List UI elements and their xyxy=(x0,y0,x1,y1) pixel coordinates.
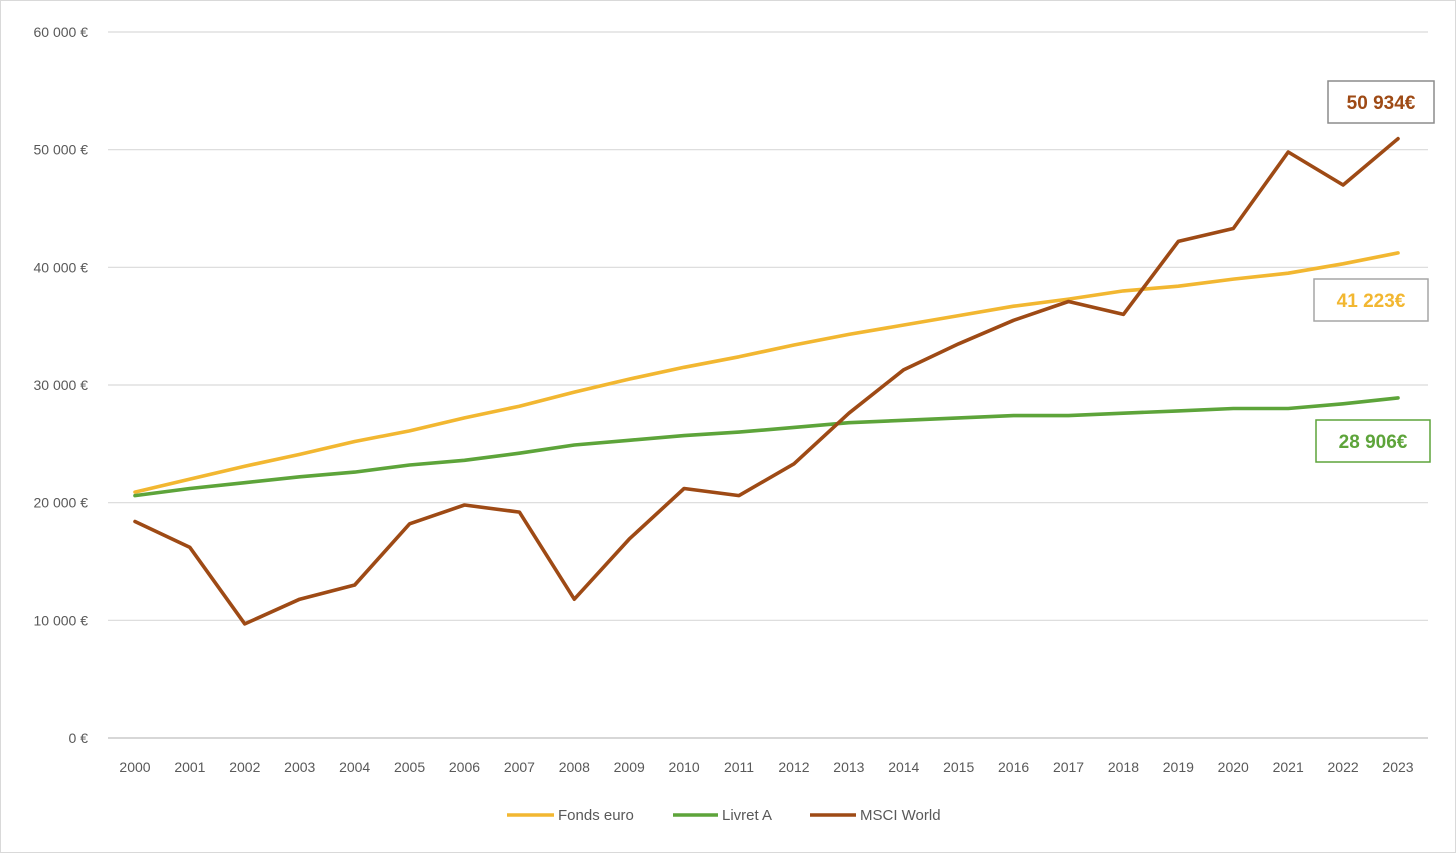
callout-box-livret-a xyxy=(1315,419,1431,463)
y-tick-label: 50 000 € xyxy=(34,142,89,158)
callout-label-livret-a: 28 906€ xyxy=(1339,432,1408,453)
series-lines xyxy=(133,136,1400,626)
x-tick-label: 2017 xyxy=(1053,759,1084,775)
x-tick-label: 2019 xyxy=(1163,759,1194,775)
x-tick-label: 2013 xyxy=(833,759,864,775)
callout-box-msci-world xyxy=(1327,80,1435,124)
x-tick-label: 2014 xyxy=(888,759,919,775)
x-tick-label: 2005 xyxy=(394,759,425,775)
x-tick-label: 2011 xyxy=(724,759,754,775)
x-tick-label: 2006 xyxy=(449,759,480,775)
y-tick-label: 40 000 € xyxy=(34,259,89,275)
x-tick-label: 2001 xyxy=(174,759,205,775)
callout-label-msci-world: 50 934€ xyxy=(1347,93,1416,114)
series-line-fonds-euro xyxy=(133,251,1400,494)
callout-label-fonds-euro: 41 223€ xyxy=(1337,291,1406,312)
x-tick-label: 2004 xyxy=(339,759,370,775)
x-tick-label: 2009 xyxy=(614,759,645,775)
x-tick-label: 2002 xyxy=(229,759,260,775)
x-tick-label: 2023 xyxy=(1382,759,1413,775)
x-tick-label: 2000 xyxy=(119,759,150,775)
legend-label-livret-a: Livret A xyxy=(722,807,772,824)
data-callouts: 50 934€ 41 223€ 28 906€ xyxy=(1313,80,1435,463)
gridlines xyxy=(108,31,1428,739)
y-tick-label: 20 000 € xyxy=(34,495,89,511)
x-tick-label: 2007 xyxy=(504,759,535,775)
legend: Fonds euro Livret A MSCI World xyxy=(507,807,941,824)
x-tick-label: 2021 xyxy=(1273,759,1304,775)
legend-label-msci-world: MSCI World xyxy=(860,807,941,824)
y-tick-label: 10 000 € xyxy=(34,612,89,628)
callout-box-fonds-euro xyxy=(1313,278,1429,322)
x-tick-label: 2012 xyxy=(778,759,809,775)
x-tick-label: 2015 xyxy=(943,759,974,775)
y-tick-label: 30 000 € xyxy=(34,377,89,393)
y-tick-label: 60 000 € xyxy=(34,24,89,40)
series-line-livret-a xyxy=(133,396,1400,498)
series-line-msci-world xyxy=(133,136,1400,626)
x-tick-label: 2016 xyxy=(998,759,1029,775)
x-tick-label: 2008 xyxy=(559,759,590,775)
x-tick-label: 2003 xyxy=(284,759,315,775)
x-tick-label: 2010 xyxy=(669,759,700,775)
x-axis-tick-labels: 2000 2001 2002 2003 2004 2005 2006 2007 2008 2009… xyxy=(119,759,1413,775)
y-tick-label: 0 € xyxy=(69,730,89,746)
y-axis-tick-labels: 0 € 10 000 € 20 000 € 30 000 € 40 000 € 50 00… xyxy=(34,24,89,746)
x-tick-label: 2018 xyxy=(1108,759,1139,775)
x-tick-label: 2020 xyxy=(1218,759,1249,775)
legend-label-fonds-euro: Fonds euro xyxy=(558,807,634,824)
x-tick-label: 2022 xyxy=(1328,759,1359,775)
